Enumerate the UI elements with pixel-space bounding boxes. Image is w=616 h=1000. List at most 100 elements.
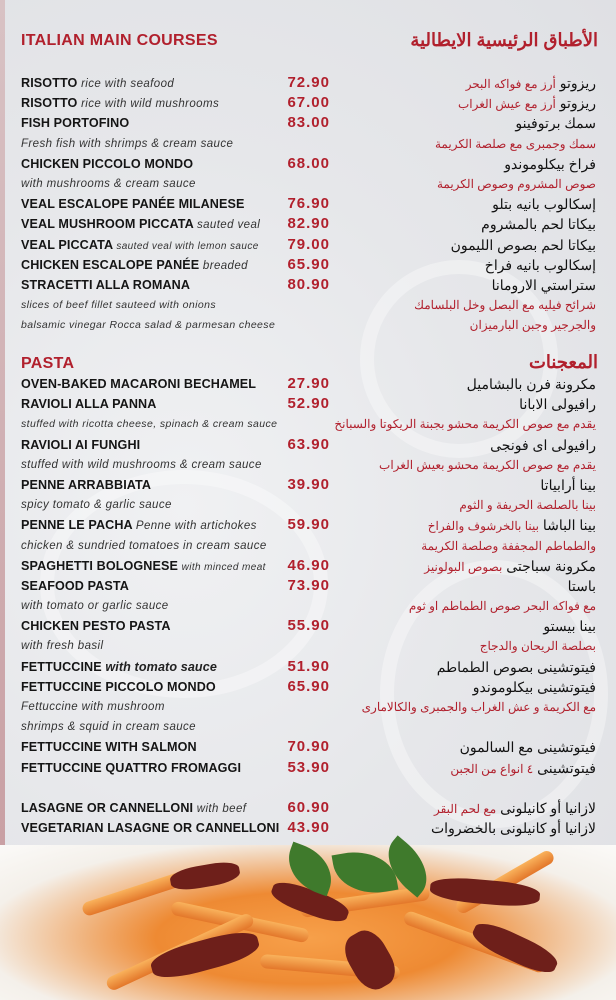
- item-name-arabic: يقدم مع صوص الكريمة محشو بعيش الغراب: [379, 455, 596, 475]
- item-description-arabic: صوص المشروم وصوص الكريمة: [436, 176, 596, 191]
- item-name-arabic: يقدم مع صوص الكريمة محشو بجبنة الريكوتا …: [334, 414, 596, 434]
- item-name-arabic-text: بينا بيستو: [543, 618, 596, 635]
- item-name: FETTUCCINE QUATTRO FROMAGGI: [21, 758, 241, 778]
- item-name-arabic: بيكاتا لحم بالمشروم: [481, 214, 596, 234]
- item-name-arabic: بيكاتا لحم بصوص الليمون: [451, 235, 596, 255]
- item-price: 60.90: [287, 798, 330, 816]
- item-name-arabic: لازانيا أو كانيلونى بالخضروات: [431, 818, 596, 838]
- section-title-main-courses-arabic: الأطباق الرئيسية الايطالية: [410, 30, 598, 50]
- item-name-arabic: باستا: [568, 576, 596, 596]
- item-price: 55.90: [287, 617, 330, 635]
- item-short-description: Penne with artichokes: [135, 520, 257, 533]
- menu-item-description-row: Fresh fish with shrimps & cream sauce سمك…: [0, 134, 616, 154]
- item-name-arabic: سمك وجمبرى مع صلصة الكريمة: [435, 134, 596, 154]
- item-name-arabic: سمك برتوفينو: [515, 113, 596, 133]
- menu-item-row: SEAFOOD PASTA 73.90 باستا: [0, 576, 616, 596]
- menu-item-description-row: Fettuccine with mushroom مع الكريمة و عش …: [0, 697, 616, 717]
- item-price: 83.00: [287, 114, 330, 132]
- item-name-arabic: لازانيا أو كانيلونى مع لحم البقر: [434, 798, 596, 819]
- item-name-text: CHICKEN ESCALOPE PANÉE: [21, 257, 200, 272]
- item-description-arabic: شرائح فيليه مع البصل وخل البلسامك: [414, 298, 596, 313]
- item-description-arabic: ٤ انواع من الجبن: [450, 761, 534, 776]
- item-price: 76.90: [287, 195, 330, 213]
- item-name-arabic: مكرونة سباجتى بصوص البولونيز: [424, 556, 596, 577]
- item-name-text: CHICKEN PICCOLO MONDO: [21, 156, 194, 171]
- menu-item-row: LASAGNE OR CANNELLONI with beef 60.90 لازا…: [0, 798, 616, 818]
- item-description: slices of beef fillet sauteed with onion…: [21, 299, 217, 312]
- menu-item-row: VEAL ESCALOPE PANÉE MILANESE 76.90 إسكالوب…: [0, 194, 616, 214]
- item-name-arabic-text: بينا أرابياتا: [540, 476, 596, 493]
- item-short-description: with tomato sauce: [105, 659, 217, 674]
- item-name: VEAL ESCALOPE PANÉE MILANESE: [21, 194, 244, 214]
- menu-item-description-row: balsamic vinegar Rocca salad & parmesan …: [0, 315, 616, 335]
- item-name-arabic: فيتوتشينى مع السالمون: [460, 737, 596, 757]
- item-price: 82.90: [287, 215, 330, 233]
- item-description: Fettuccine with mushroom: [21, 701, 165, 713]
- spacer-row: [0, 778, 616, 798]
- item-name-arabic: بينا بيستو: [543, 616, 596, 636]
- item-name-arabic: ريزوتو أرز مع فواكه البحر: [466, 73, 596, 94]
- menu-item-description-row: slices of beef fillet sauteed with onion…: [0, 295, 616, 315]
- item-name-text: RISOTTO: [21, 76, 78, 90]
- item-name: PENNE ARRABBIATA: [21, 475, 151, 495]
- menu-item-row: FETTUCCINE PICCOLO MONDO 65.90 فيتوتشينى ب…: [0, 677, 616, 697]
- item-description-arabic: مع لحم البقر: [433, 801, 497, 816]
- item-name: OVEN-BAKED MACARONI BECHAMEL: [21, 374, 256, 394]
- menu-item-row: FISH PORTOFINO 83.00 سمك برتوفينو: [0, 113, 616, 133]
- item-description-arabic: أرز مع فواكه البحر: [465, 77, 556, 91]
- item-name-arabic: ستراستي الارومانا: [492, 275, 596, 295]
- item-name-text: VEAL MUSHROOM PICCATA: [21, 217, 194, 232]
- item-price: 53.90: [287, 758, 330, 776]
- item-name: STRACETTI ALLA ROMANA: [21, 275, 190, 295]
- item-name: CHICKEN PESTO PASTA: [21, 616, 171, 636]
- menu-item-row: VEAL PICCATA sauted veal with lemon sauc…: [0, 235, 616, 255]
- item-name-arabic-text: بيكاتا لحم بصوص الليمون: [450, 236, 596, 253]
- item-name-text: SPAGHETTI BOLOGNESE: [21, 558, 179, 573]
- item-name-arabic-text: لازانيا أو كانيلونى: [500, 799, 596, 816]
- item-name-arabic-text: مكرونة سباجتى: [506, 557, 596, 574]
- item-description-arabic: مع فواكه البحر صوص الطماطم او ثوم: [408, 599, 596, 614]
- menu-item-description-row: stuffed with wild mushrooms & cream sauc…: [0, 455, 616, 475]
- menu-item-description-row: shrimps & squid in cream sauce: [0, 717, 616, 737]
- menu-item-row: FETTUCCINE WITH SALMON 70.90 فيتوتشينى مع …: [0, 737, 616, 757]
- item-price: 79.00: [287, 235, 330, 253]
- item-name-text: VEGETARIAN LASAGNE OR CANNELLONI: [21, 821, 280, 836]
- item-price: 70.90: [287, 738, 330, 756]
- item-name-arabic: والجرجير وجبن البارميزان: [470, 315, 596, 335]
- item-name-arabic: مكرونة فرن بالبشاميل: [467, 374, 596, 394]
- item-description-arabic: يقدم مع صوص الكريمة محشو بعيش الغراب: [379, 457, 596, 472]
- item-description: shrimps & squid in cream sauce: [21, 721, 196, 734]
- item-name-text: FETTUCCINE WITH SALMON: [21, 740, 197, 755]
- menu-item-row: CHICKEN PICCOLO MONDO 68.00 فراخ بيكلوموند…: [0, 154, 616, 174]
- item-name-arabic: فيتوتشينى بصوص الطماطم: [437, 657, 596, 677]
- menu-item-row: CHICKEN ESCALOPE PANÉE breaded 65.90 إسكال…: [0, 255, 616, 275]
- item-name-arabic: بينا بالصلصة الحريفة و الثوم: [459, 495, 596, 515]
- item-name: RISOTTO rice with seafood: [21, 73, 174, 94]
- sundried-tomato: [168, 859, 242, 893]
- item-name-arabic-text: لازانيا أو كانيلونى بالخضروات: [431, 820, 596, 837]
- item-name-arabic: مع الكريمة و عش الغراب والجمبرى والكالام…: [362, 697, 596, 717]
- main-courses-list: RISOTTO rice with seafood 72.90 ريزوتو أرز…: [0, 73, 616, 335]
- item-description: stuffed with ricotta cheese, spinach & c…: [21, 418, 278, 431]
- menu-item-row: OVEN-BAKED MACARONI BECHAMEL 27.90 مكرونة …: [0, 374, 616, 394]
- menu-item-row: RISOTTO rice with seafood 72.90 ريزوتو أرز…: [0, 73, 616, 93]
- item-name-text: FETTUCCINE QUATTRO FROMAGGI: [21, 760, 242, 775]
- item-name-text: VEAL ESCALOPE PANÉE MILANESE: [21, 197, 245, 212]
- menu-item-row: VEGETARIAN LASAGNE OR CANNELLONI 43.90 لاز…: [0, 818, 616, 838]
- item-description: spicy tomato & garlic sauce: [21, 499, 172, 512]
- item-name: FETTUCCINE PICCOLO MONDO: [21, 677, 216, 697]
- item-description-arabic: أرز مع عيش الغراب: [457, 97, 556, 112]
- menu-item-description-row: spicy tomato & garlic sauce بينا بالصلصة …: [0, 495, 616, 515]
- item-description-arabic: بصوص البولونيز: [424, 559, 503, 574]
- menu-item-row: SPAGHETTI BOLOGNESE with minced meat 46.9…: [0, 556, 616, 576]
- item-name-text: FETTUCCINE: [21, 659, 102, 674]
- item-name-arabic: إسكالوب بانيه فراخ: [485, 255, 596, 275]
- item-name: VEGETARIAN LASAGNE OR CANNELLONI: [21, 818, 279, 838]
- item-price: 72.90: [287, 74, 330, 91]
- menu-item-row: FETTUCCINE QUATTRO FROMAGGI 53.90 فيتوتشين…: [0, 758, 616, 778]
- section-title-main-courses: ITALIAN MAIN COURSES: [21, 32, 218, 49]
- item-name-arabic: بصلصة الريحان والدجاج: [480, 636, 596, 656]
- item-short-description: rice with wild mushrooms: [81, 98, 220, 111]
- menu-item-row: RISOTTO rice with wild mushrooms 67.00 ريز…: [0, 93, 616, 113]
- item-name: PENNE LE PACHA Penne with artichokes: [21, 515, 257, 536]
